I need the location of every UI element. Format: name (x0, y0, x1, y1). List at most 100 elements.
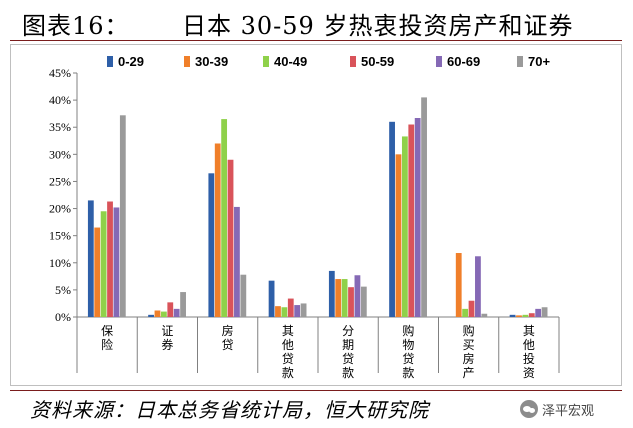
bottom-rule (10, 390, 622, 391)
bar (535, 308, 542, 317)
bar (221, 119, 228, 317)
y-tick-label: 40% (49, 93, 71, 107)
bar (335, 279, 342, 317)
watermark: 泽平宏观 (520, 398, 594, 420)
bar-chart: 0%5%10%15%20%25%30%35%40%45%保险证券房贷其他贷款分期… (49, 54, 560, 380)
bar (522, 314, 529, 317)
x-tick-label: 保 (101, 324, 113, 338)
legend-swatch (517, 56, 523, 67)
top-rule (10, 40, 622, 41)
bar (294, 305, 301, 317)
x-tick-label: 款 (402, 366, 414, 380)
bar (389, 121, 395, 317)
bar (268, 280, 275, 317)
y-tick-label: 25% (49, 174, 71, 188)
bar (107, 201, 113, 317)
x-tick-label: 购 (463, 323, 475, 338)
title-bar: 图表16： 日本 30-59 岁热衷投资房产和证券 (0, 0, 633, 40)
bar (94, 227, 101, 317)
x-tick-label: 期 (342, 338, 354, 352)
bar (328, 270, 335, 317)
y-tick-label: 35% (49, 120, 71, 134)
bar (173, 308, 180, 317)
bar (113, 207, 120, 317)
bar (275, 306, 281, 317)
x-tick-label: 券 (161, 337, 173, 352)
x-tick-label: 其 (523, 324, 535, 338)
bar (281, 307, 288, 317)
x-tick-label: 投 (523, 351, 535, 366)
bar (341, 279, 348, 317)
x-tick-label: 款 (282, 366, 294, 380)
legend-label: 70+ (528, 54, 550, 69)
y-tick-label: 5% (55, 283, 71, 297)
bar (516, 315, 522, 317)
x-tick-label: 房 (222, 323, 234, 338)
bar (468, 300, 475, 317)
bar (287, 298, 294, 317)
legend-swatch (107, 56, 113, 67)
source-note: 资料来源：日本总务省统计局，恒大研究院 (30, 398, 429, 422)
x-tick-label: 房 (463, 351, 475, 366)
x-tick-label: 其 (282, 324, 294, 338)
watermark-text: 泽平宏观 (542, 403, 595, 419)
bar (214, 143, 221, 317)
bar (414, 118, 421, 317)
legend-swatch (350, 56, 356, 67)
bar (119, 115, 126, 317)
bar (154, 310, 161, 317)
x-tick-label: 贷 (222, 338, 234, 352)
x-tick-label: 分 (342, 324, 354, 338)
x-tick-label: 他 (282, 338, 294, 352)
legend-label: 60-69 (447, 54, 480, 69)
legend-swatch (263, 56, 269, 67)
bar (167, 302, 174, 317)
wechat-icon (520, 400, 538, 418)
x-tick-label: 购 (402, 323, 414, 338)
bar (234, 206, 240, 317)
bar (360, 286, 367, 317)
y-tick-label: 30% (49, 147, 71, 161)
x-tick-label: 买 (463, 338, 475, 352)
bar (180, 292, 186, 317)
y-tick-label: 45% (49, 66, 71, 80)
x-tick-label: 贷 (282, 352, 294, 366)
bar (148, 314, 154, 317)
x-tick-label: 贷 (402, 352, 414, 366)
bar (528, 313, 535, 317)
y-tick-label: 10% (49, 256, 71, 270)
legend-label: 40-49 (274, 54, 307, 69)
bar (395, 154, 402, 317)
bar (401, 136, 408, 317)
x-tick-label: 他 (523, 338, 535, 352)
bar (408, 124, 415, 317)
bar (354, 275, 361, 317)
bar (509, 314, 516, 317)
bar (300, 303, 307, 317)
x-tick-label: 产 (463, 366, 475, 380)
bar (348, 287, 354, 317)
y-tick-label: 0% (55, 310, 71, 324)
x-tick-label: 物 (402, 338, 414, 352)
bar (208, 173, 215, 317)
legend-label: 30-39 (195, 54, 228, 69)
x-tick-label: 款 (342, 366, 354, 380)
x-tick-label: 资 (523, 366, 535, 380)
bar (100, 211, 107, 317)
chart-frame: 0% 5% 10% 15% 20% 25% 30% 35% 40% 45% 保险证券房贷其他贷款分期… (10, 44, 622, 386)
bar (481, 313, 488, 317)
legend-swatch (184, 56, 190, 67)
chart-title: 日本 30-59 岁热衷投资房产和证券 (182, 12, 574, 40)
bar (421, 97, 427, 318)
legend-label: 0-29 (118, 54, 144, 69)
bar (455, 253, 462, 317)
x-tick-label: 证 (161, 324, 173, 338)
figure-label: 图表16： (22, 12, 130, 40)
bar (240, 274, 247, 317)
y-tick-label: 20% (49, 202, 71, 216)
bar (160, 311, 167, 317)
legend-swatch (436, 56, 442, 67)
bar (227, 159, 234, 317)
bar (87, 200, 94, 317)
x-tick-label: 贷 (342, 352, 354, 366)
